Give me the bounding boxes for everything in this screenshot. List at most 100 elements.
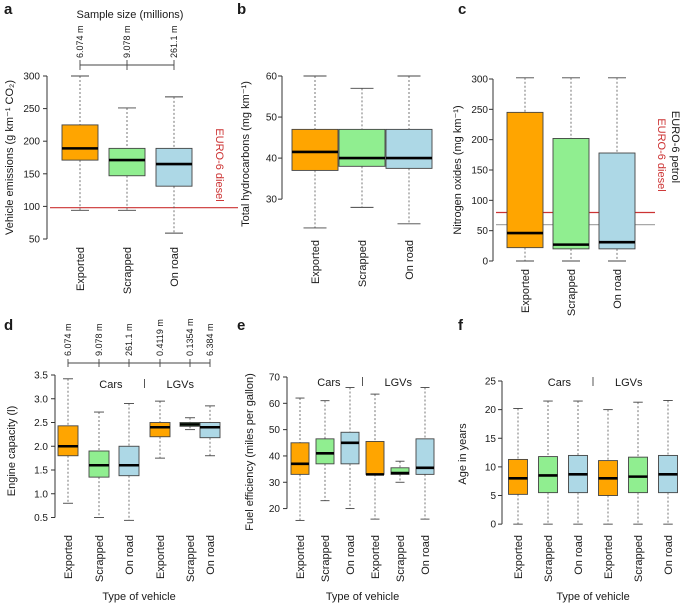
box-iqr xyxy=(338,128,386,167)
box-3 xyxy=(118,403,140,521)
box-2 xyxy=(552,77,590,262)
category-label: Scrapped xyxy=(633,535,645,582)
box-1 xyxy=(57,378,79,504)
y-tick-label: 3.5 xyxy=(34,371,48,382)
y-tick-label: 150 xyxy=(471,166,488,177)
box-2 xyxy=(538,400,558,525)
category-label: On road xyxy=(404,240,416,280)
y-axis-title: Nitrogen oxides (mg km⁻¹) xyxy=(452,105,464,234)
y-axis-title: Vehicle emissions (g km⁻¹ CO₂) xyxy=(4,80,16,235)
panel-e: e 20 30 40 50 60 70 Fuel efficiency (miles per … xyxy=(237,317,435,603)
reference-label-petrol-c: EURO-6 petrol xyxy=(669,111,681,183)
box-iqr xyxy=(61,124,99,161)
y-axis-title: Total hydrocarbons (mg km⁻¹) xyxy=(240,81,252,227)
box-5 xyxy=(628,401,648,525)
box-3 xyxy=(340,387,360,510)
y-tick-label: 50 xyxy=(29,235,41,246)
box-1 xyxy=(290,397,310,521)
box-iqr xyxy=(390,467,410,475)
y-tick-label: 60 xyxy=(266,72,278,83)
sample-size-label: 9.078 m xyxy=(94,323,104,356)
box-iqr xyxy=(598,152,636,250)
y-axis-title: Fuel efficiency (miles per gallon) xyxy=(244,373,256,531)
category-label: On road xyxy=(169,247,181,287)
box-4 xyxy=(365,393,385,520)
y-tick-label: 0 xyxy=(482,257,488,268)
box-iqr xyxy=(628,456,648,494)
box-6 xyxy=(199,405,221,457)
reference-label-diesel-c: EURO-6 diesel xyxy=(655,118,667,191)
reference-label-diesel-a: EURO-6 diesel xyxy=(213,128,225,201)
y-tick-label: 150 xyxy=(23,169,40,180)
box-iqr xyxy=(118,445,140,477)
panel-letter: c xyxy=(458,1,466,18)
category-label: On road xyxy=(345,535,357,575)
category-label: Exported xyxy=(295,535,307,579)
panel-letter: e xyxy=(237,317,245,334)
y-tick-label: 40 xyxy=(266,154,278,165)
sample-size-label: 261.1 m xyxy=(124,323,134,356)
category-label: Exported xyxy=(310,240,322,284)
group-label-cars: Cars xyxy=(317,377,341,389)
y-tick-label: 200 xyxy=(23,137,40,148)
box-iqr xyxy=(108,147,146,177)
box-1 xyxy=(291,75,339,229)
y-tick-label: 1.5 xyxy=(34,466,48,477)
sample-size-label: 0.4119 m xyxy=(155,319,165,356)
box-iqr xyxy=(290,442,310,475)
box-2 xyxy=(338,87,386,208)
y-tick-label: 15 xyxy=(485,434,497,445)
y-tick-label: 30 xyxy=(269,478,281,489)
category-label: Exported xyxy=(75,247,87,291)
y-axis-title: Age in years xyxy=(457,423,469,485)
panel-letter: f xyxy=(458,317,464,334)
box-iqr xyxy=(365,441,385,475)
category-label: Exported xyxy=(370,535,382,579)
box-6 xyxy=(658,400,678,525)
category-label: Scrapped xyxy=(357,240,369,287)
y-tick-label: 25 xyxy=(485,377,497,388)
box-3 xyxy=(598,77,636,262)
y-tick-label: 70 xyxy=(269,373,281,384)
group-label-lgvs: LGVs xyxy=(615,377,643,389)
category-label: Scrapped xyxy=(566,269,578,316)
category-label: Scrapped xyxy=(543,535,555,582)
x-axis-title: Type of vehicle xyxy=(102,591,175,603)
box-3 xyxy=(155,96,193,234)
category-label: Exported xyxy=(513,535,525,579)
category-label: Scrapped xyxy=(94,535,106,582)
y-tick-label: 3.0 xyxy=(34,394,48,405)
sample-size-label: 261.1 m xyxy=(169,25,179,58)
category-label: On road xyxy=(663,535,675,575)
group-label-lgvs: LGVs xyxy=(167,379,195,391)
box-3 xyxy=(385,75,433,225)
box-iqr xyxy=(291,128,339,171)
y-tick-label: 100 xyxy=(23,202,40,213)
group-label-cars: Cars xyxy=(99,379,123,391)
panel-d: d 0.5 1.0 1.5 2.0 2.5 3.0 3.5 Engine capacity (l… xyxy=(4,317,221,603)
sample-size-header: Sample size (millions) xyxy=(77,9,184,21)
box-iqr xyxy=(340,431,360,465)
category-label: On road xyxy=(612,269,624,309)
category-label: Scrapped xyxy=(122,247,134,294)
panel-letter: d xyxy=(4,317,13,334)
y-tick-label: 0 xyxy=(490,520,496,531)
y-tick-label: 250 xyxy=(23,104,40,115)
sample-size-label: 6.074 m xyxy=(75,25,85,58)
category-label: Scrapped xyxy=(395,535,407,582)
y-tick-label: 10 xyxy=(485,462,497,473)
category-label: Exported xyxy=(520,269,532,313)
y-tick-label: 40 xyxy=(269,451,281,462)
y-tick-label: 20 xyxy=(269,504,281,515)
y-tick-label: 200 xyxy=(471,135,488,146)
sample-size-label: 0.1354 m xyxy=(185,318,195,356)
box-iqr xyxy=(155,147,193,187)
box-iqr xyxy=(508,458,528,495)
category-label: On road xyxy=(124,535,136,575)
box-5 xyxy=(390,460,410,483)
group-label-lgvs: LGVs xyxy=(385,377,413,389)
y-tick-label: 60 xyxy=(269,399,281,410)
category-label: Exported xyxy=(603,535,615,579)
box-iqr xyxy=(385,128,433,169)
box-2 xyxy=(88,411,110,518)
